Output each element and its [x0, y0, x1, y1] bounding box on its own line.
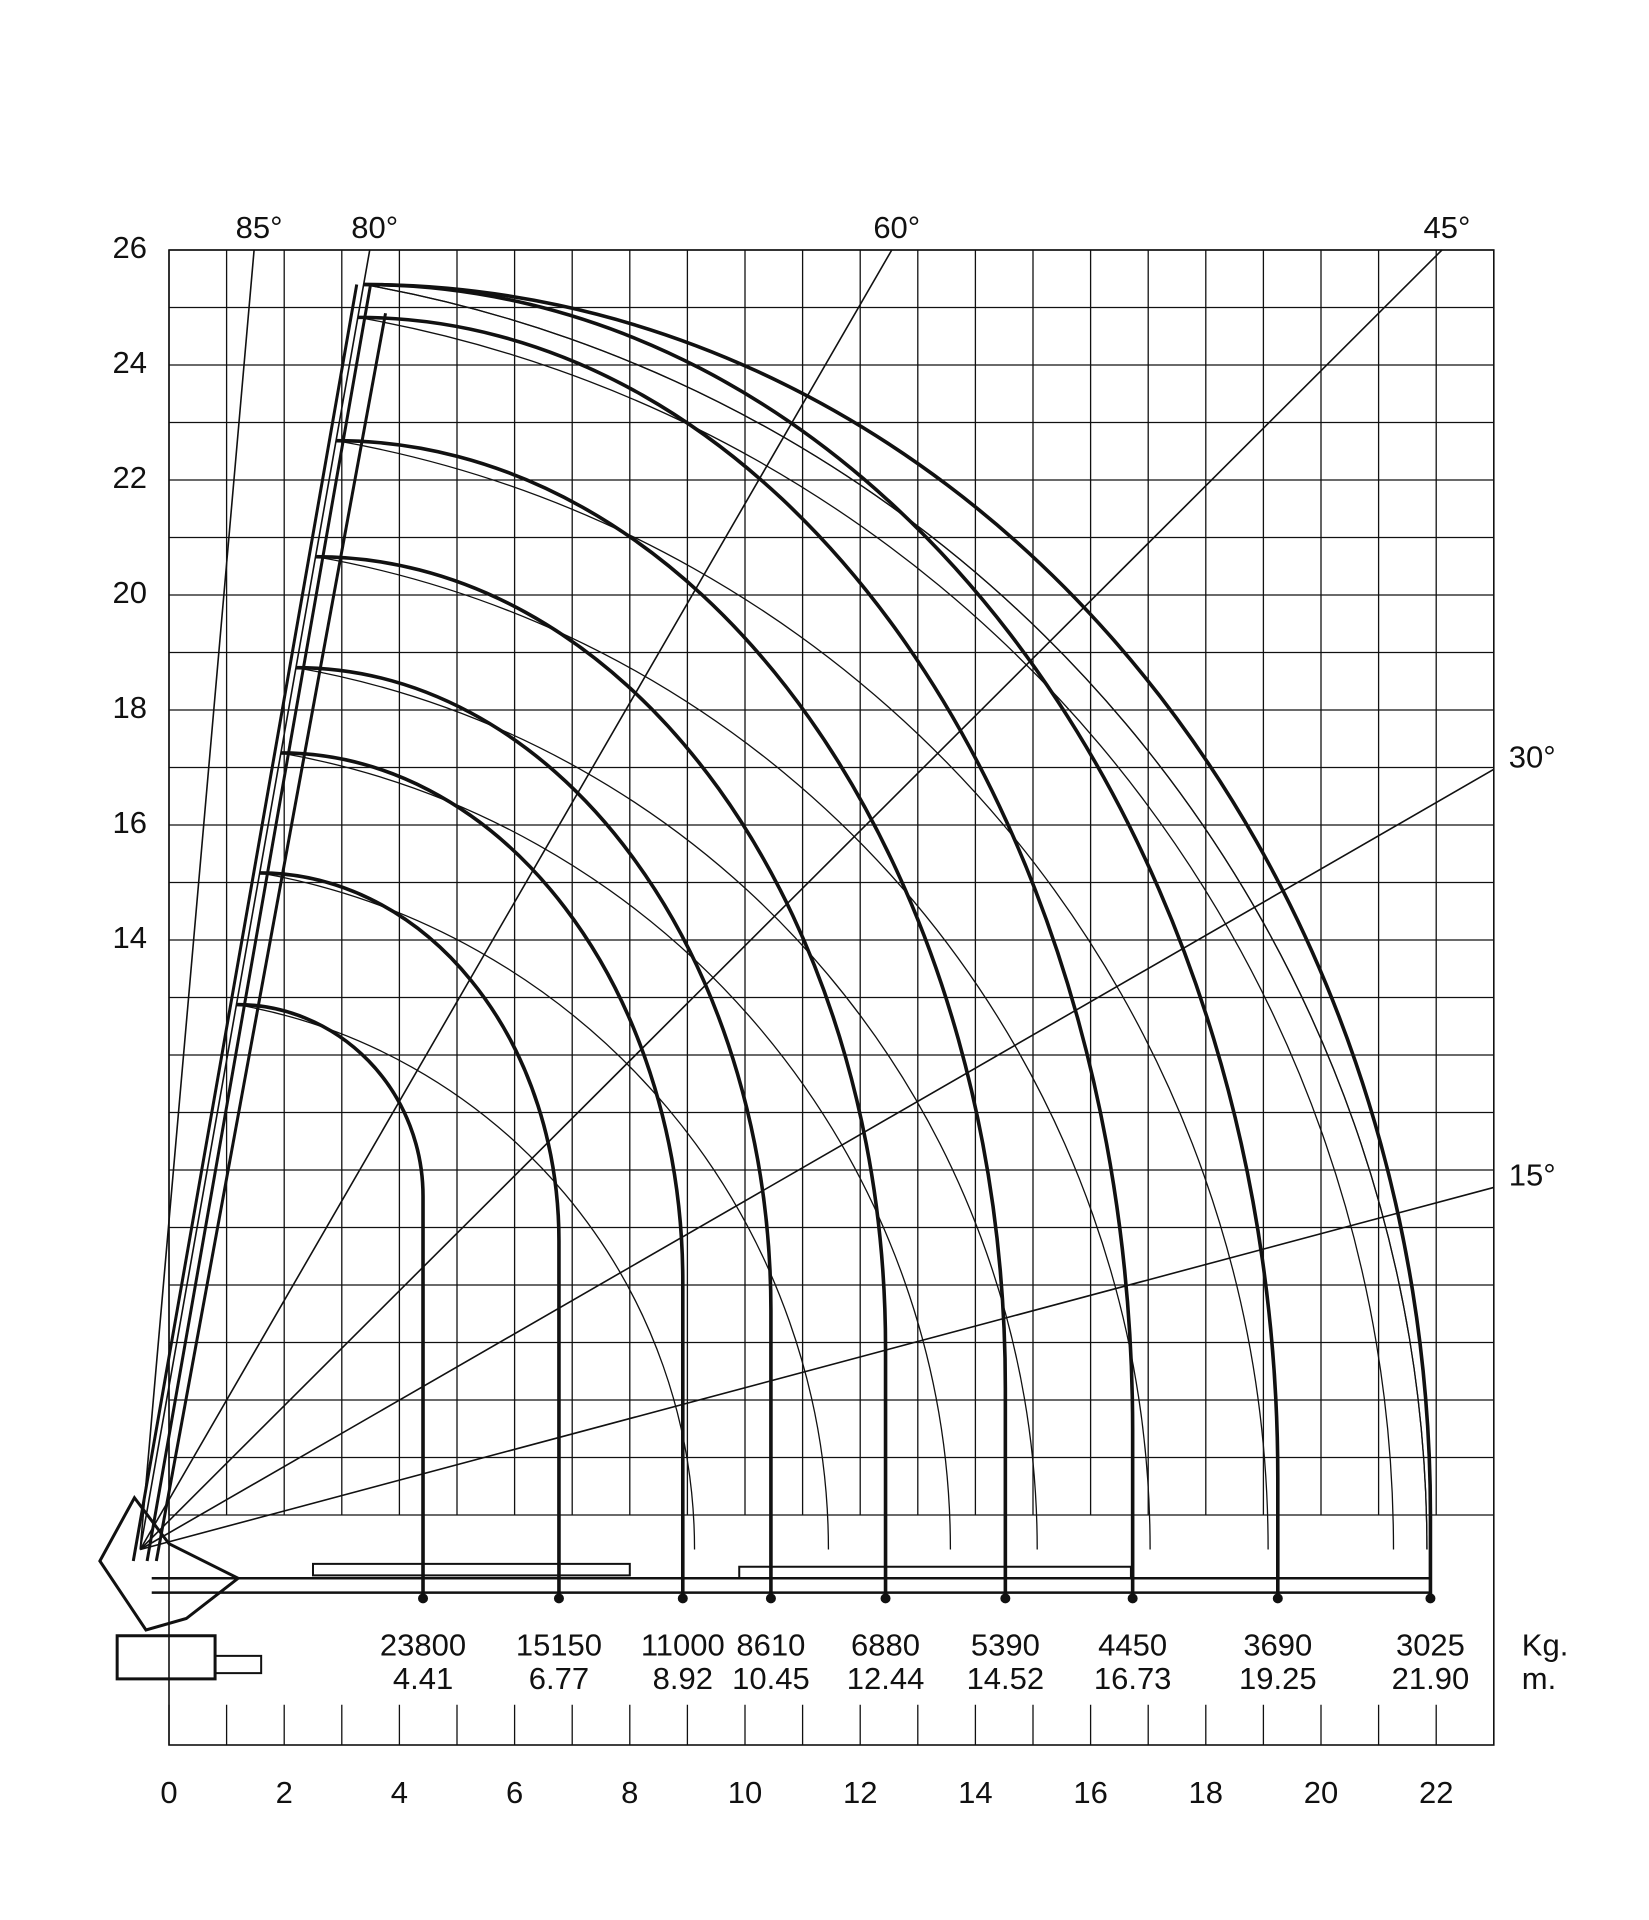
x-tick-label: 18: [1189, 1775, 1223, 1810]
crane-foot: [115, 1634, 217, 1681]
angle-label: 45°: [1424, 210, 1471, 245]
angle-label: 30°: [1509, 740, 1556, 775]
angle-line: [139, 1186, 1495, 1551]
radius-label: 10.45: [732, 1661, 810, 1696]
angle-label: 80°: [351, 210, 398, 245]
y-tick-label: 14: [113, 920, 147, 955]
radius-label: 8.92: [653, 1661, 713, 1696]
y-tick-label: 26: [113, 230, 147, 265]
radius-dot: [1425, 1593, 1436, 1604]
radius-label: 14.52: [967, 1661, 1045, 1696]
load-curve: [357, 315, 1135, 1599]
radius-dot: [880, 1593, 891, 1604]
angle-label: 85°: [236, 210, 283, 245]
radius-label: 19.25: [1239, 1661, 1317, 1696]
load-label: 6880: [851, 1627, 920, 1662]
load-label: 3025: [1396, 1627, 1465, 1662]
radius-dot: [677, 1593, 688, 1604]
crane-foot: [214, 1654, 263, 1675]
x-tick-label: 4: [391, 1775, 408, 1810]
x-tick-label: 8: [621, 1775, 638, 1810]
angle-line: [139, 249, 371, 1550]
load-curve: [363, 282, 1433, 1599]
x-tick-label: 0: [160, 1775, 177, 1810]
boom: [154, 312, 388, 1562]
load-curve: [295, 665, 773, 1599]
load-label: 8610: [736, 1627, 805, 1662]
load-label: 3690: [1243, 1627, 1312, 1662]
load-curve: [280, 751, 685, 1599]
x-tick-label: 6: [506, 1775, 523, 1810]
radius-unit: m.: [1522, 1661, 1556, 1696]
y-tick-label: 20: [113, 575, 147, 610]
angle-line: [139, 249, 893, 1550]
radius-label: 16.73: [1094, 1661, 1172, 1696]
load-curve: [336, 438, 1008, 1599]
radius-dot: [1272, 1593, 1283, 1604]
radius-label: 4.41: [393, 1661, 453, 1696]
outrigger: [738, 1565, 1132, 1580]
radius-arc: [363, 283, 1428, 1550]
radius-arc: [295, 667, 1038, 1550]
outrigger: [312, 1562, 631, 1577]
load-curve: [236, 1002, 425, 1599]
y-tick-label: 18: [113, 690, 147, 725]
x-tick-label: 22: [1419, 1775, 1453, 1810]
angle-line: [139, 249, 255, 1550]
radius-arc: [259, 872, 830, 1550]
angle-line: [139, 249, 1443, 1551]
x-tick-label: 16: [1073, 1775, 1107, 1810]
radius-label: 6.77: [529, 1661, 589, 1696]
load-label: 4450: [1098, 1627, 1167, 1662]
radius-dot: [765, 1593, 776, 1604]
y-tick-label: 22: [113, 460, 147, 495]
angle-label: 15°: [1509, 1158, 1556, 1193]
load-label: 23800: [380, 1627, 466, 1662]
y-tick-label: 16: [113, 805, 147, 840]
x-tick-label: 14: [958, 1775, 992, 1810]
radius-arc: [315, 556, 1151, 1550]
x-tick-label: 10: [728, 1775, 762, 1810]
x-tick-label: 2: [276, 1775, 293, 1810]
load-curve: [259, 871, 561, 1599]
x-tick-label: 20: [1304, 1775, 1338, 1810]
radius-arc: [280, 752, 952, 1550]
y-tick-label: 24: [113, 345, 147, 380]
x-tick-label: 12: [843, 1775, 877, 1810]
radius-arc: [363, 283, 1428, 1550]
radius-dot: [418, 1593, 429, 1604]
boom: [131, 284, 359, 1562]
radius-arc: [236, 1003, 696, 1550]
load-curve: [363, 282, 1280, 1599]
load-label: 15150: [516, 1627, 602, 1662]
radius-arc: [335, 440, 1269, 1550]
radius-dot: [1000, 1593, 1011, 1604]
crane-base: [98, 1494, 241, 1632]
load-label: 11000: [641, 1627, 725, 1662]
angle-label: 60°: [873, 210, 920, 245]
radius-label: 21.90: [1392, 1661, 1470, 1696]
boom: [145, 284, 373, 1562]
radius-label: 12.44: [847, 1661, 925, 1696]
angle-line: [139, 768, 1495, 1551]
plot-frame: [168, 249, 1495, 1746]
radius-dot: [1127, 1593, 1138, 1604]
load-curve: [315, 554, 888, 1599]
radius-arc: [357, 316, 1395, 1550]
load-unit: Kg.: [1522, 1627, 1569, 1662]
radius-dot: [553, 1593, 564, 1604]
load-label: 5390: [971, 1627, 1040, 1662]
